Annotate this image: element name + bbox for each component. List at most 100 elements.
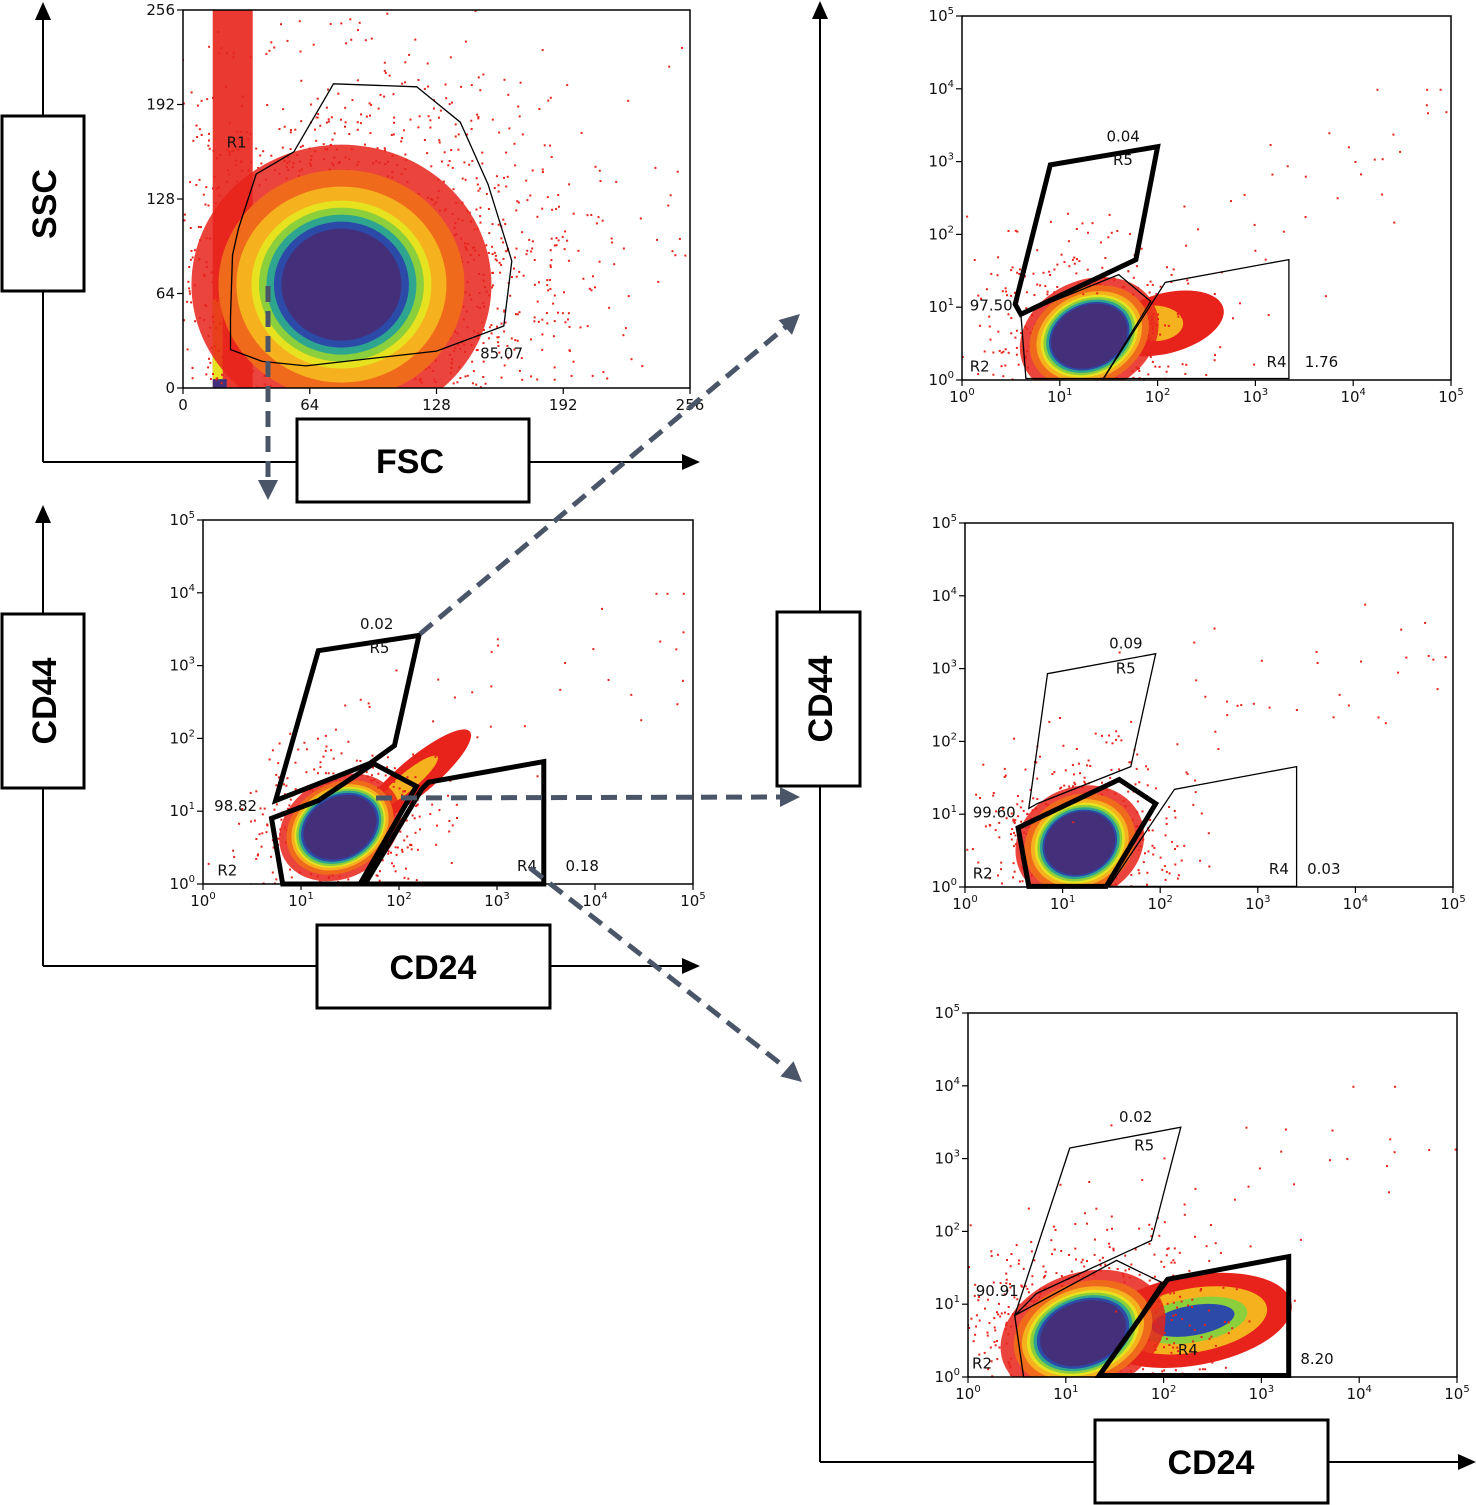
event-dot <box>1170 1261 1173 1264</box>
event-dot <box>1080 1381 1082 1383</box>
event-dot <box>289 398 291 400</box>
event-dot <box>379 554 381 556</box>
event-dot <box>1210 1224 1212 1226</box>
event-dot <box>316 97 319 100</box>
event-dot <box>331 138 334 141</box>
gate-r5[interactable] <box>271 632 423 805</box>
event-dot <box>1115 943 1117 945</box>
event-dot <box>326 405 328 407</box>
gate-r4[interactable] <box>1094 1253 1292 1378</box>
gate-r4[interactable] <box>1102 258 1290 380</box>
event-dot <box>451 101 453 104</box>
event-dot <box>370 37 373 40</box>
outlier-event <box>1384 722 1387 725</box>
event-dot <box>1036 914 1038 916</box>
event-dot <box>445 605 447 607</box>
event-dot <box>1020 332 1022 335</box>
event-dot <box>1051 384 1053 386</box>
event-dot <box>1149 1358 1152 1361</box>
event-dot <box>344 394 346 396</box>
event-dot <box>239 456 241 458</box>
event-dot <box>1070 1452 1072 1454</box>
event-dot <box>384 71 387 74</box>
event-dot <box>324 734 327 737</box>
event-dot <box>1134 943 1136 945</box>
event-dot <box>418 815 421 818</box>
event-dot <box>349 18 352 21</box>
event-dot <box>259 154 262 157</box>
event-dot <box>622 334 625 337</box>
event-dot <box>310 103 313 106</box>
event-dot <box>426 512 428 514</box>
event-dot <box>1230 200 1232 203</box>
event-dot <box>1004 1408 1006 1410</box>
y-tick-label: 105 <box>170 510 195 529</box>
event-dot <box>1086 1404 1088 1406</box>
event-dot <box>1044 1270 1047 1273</box>
event-dot <box>1094 1238 1096 1241</box>
event-dot <box>1037 388 1039 390</box>
event-dot <box>1075 272 1078 275</box>
event-dot <box>1034 921 1036 923</box>
event-dot <box>985 288 988 291</box>
event-dot <box>515 247 518 250</box>
event-dot <box>102 151 104 153</box>
gate-r5[interactable] <box>1014 1126 1182 1316</box>
event-dot <box>1077 1434 1079 1436</box>
event-dot <box>553 366 556 369</box>
event-dot <box>245 477 247 479</box>
event-dot <box>1021 1389 1023 1391</box>
event-dot <box>103 81 105 83</box>
event-dot <box>1036 777 1039 780</box>
event-dot <box>430 165 433 168</box>
event-dot <box>1002 350 1005 353</box>
event-dot <box>146 393 148 395</box>
outlier-event <box>564 662 567 665</box>
event-dot <box>192 451 194 453</box>
event-dot <box>1102 901 1104 903</box>
event-dot <box>353 401 355 403</box>
gate-percent-r1: 85.07 <box>480 344 523 362</box>
event-dot <box>305 771 308 774</box>
outlier-event <box>1110 1124 1113 1127</box>
event-dot <box>1019 268 1021 271</box>
event-dot <box>516 339 519 342</box>
event-dot <box>538 442 540 444</box>
event-dot <box>1112 391 1114 393</box>
cell-population <box>961 1181 1276 1454</box>
event-dot <box>290 876 293 879</box>
event-dot <box>964 1334 966 1336</box>
plot-frame <box>202 519 694 885</box>
event-dot <box>217 405 219 407</box>
event-dot <box>984 1307 986 1310</box>
event-dot <box>1239 302 1241 305</box>
event-dot <box>986 1298 989 1301</box>
event-dot <box>1226 1387 1228 1389</box>
gate-r5[interactable] <box>1027 652 1157 810</box>
event-dot <box>518 311 521 314</box>
gate-r5[interactable] <box>1012 143 1161 318</box>
event-dot <box>1004 287 1007 290</box>
event-dot <box>1032 894 1034 896</box>
event-dot <box>1167 365 1170 368</box>
event-dot <box>151 265 153 267</box>
gate-r2[interactable] <box>1015 776 1160 889</box>
event-dot <box>961 1317 963 1319</box>
event-dot <box>232 51 235 54</box>
event-dot <box>1048 1383 1050 1385</box>
event-dot <box>1191 1385 1193 1387</box>
gate-r1[interactable] <box>229 83 513 367</box>
gate-name-r5: R5 <box>369 639 389 657</box>
gate-r2[interactable] <box>1020 273 1152 380</box>
event-dot <box>1012 819 1015 822</box>
event-dot <box>364 402 366 404</box>
event-dot <box>466 133 469 136</box>
event-dot <box>1163 1331 1166 1334</box>
event-dot <box>1049 921 1051 923</box>
event-dot <box>255 400 257 402</box>
event-dot <box>1087 907 1089 909</box>
event-dot <box>738 175 740 177</box>
event-dot <box>1175 343 1178 346</box>
event-dot <box>393 517 395 519</box>
event-dot <box>1199 309 1202 312</box>
